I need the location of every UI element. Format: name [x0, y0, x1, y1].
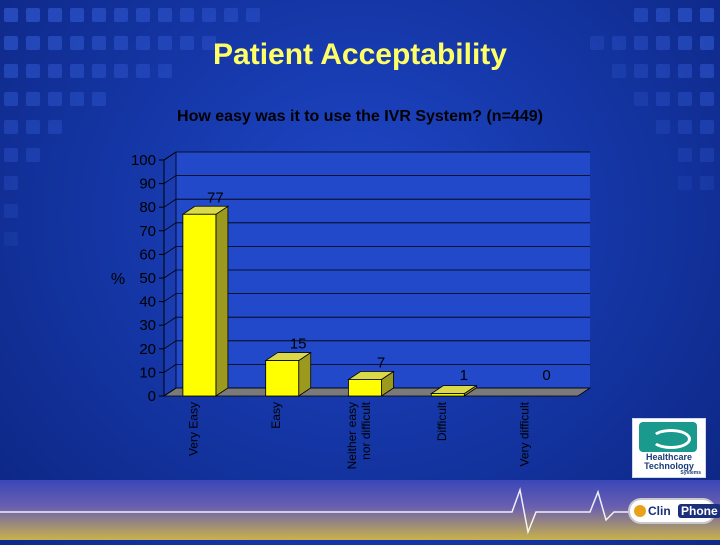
y-axis-label: %	[111, 271, 125, 288]
bar-side	[215, 205, 229, 397]
gridline	[163, 222, 590, 232]
slide-title: Patient Acceptability	[213, 38, 507, 71]
data-label: 7	[377, 354, 385, 371]
data-label: 0	[542, 367, 550, 384]
data-label: 15	[290, 336, 307, 353]
y-tick-label: 80	[139, 199, 156, 216]
healthcare-logo-mark-icon	[639, 422, 697, 452]
data-label: 77	[207, 189, 224, 206]
y-tick-label: 90	[139, 176, 156, 193]
x-tick-label: nor difficult	[359, 401, 373, 459]
y-tick-label: 30	[139, 317, 156, 334]
clinphone-dot-icon	[634, 505, 646, 517]
data-label: 1	[460, 367, 468, 384]
x-tick-label: Very difficult	[518, 401, 532, 466]
chart-subtitle: How easy was it to use the IVR System? (…	[177, 108, 543, 125]
gridline	[163, 340, 590, 350]
x-tick-label: Difficult	[435, 401, 449, 441]
clinphone-logo: Clin Phone	[628, 498, 720, 524]
healthcare-logo-line1: Healthcare	[645, 452, 693, 462]
clinphone-logo-text-a: Clin	[648, 504, 671, 518]
gridline	[163, 175, 590, 184]
y-tick-label: 50	[139, 270, 156, 287]
gridline	[163, 198, 590, 208]
bar	[182, 213, 217, 397]
healthcare-technology-logo: Healthcare Technology Systems	[632, 418, 706, 478]
bar	[348, 379, 382, 397]
bottom-decorative-strip	[0, 480, 720, 540]
y-tick-label: 10	[139, 364, 156, 381]
healthcare-logo-line3: Systems	[680, 470, 701, 476]
gridline	[163, 363, 590, 373]
gridline	[163, 269, 590, 279]
y-tick-label: 0	[148, 388, 156, 405]
clinphone-logo-text-b: Phone	[678, 504, 720, 518]
gridline	[163, 151, 590, 161]
y-tick-label: 40	[139, 294, 156, 311]
gridline	[163, 316, 590, 326]
bar	[265, 360, 300, 397]
heartbeat-line	[0, 487, 720, 535]
y-tick-label: 20	[139, 341, 156, 358]
x-tick-label: Easy	[269, 402, 283, 429]
healthcare-logo-line2: Technology	[644, 461, 694, 471]
y-tick-label: 70	[139, 223, 156, 240]
x-tick-label: Very Easy	[186, 402, 200, 456]
x-tick-label: Neither easy	[345, 402, 359, 469]
gridline	[163, 245, 590, 255]
y-tick-label: 100	[131, 152, 156, 169]
gridline	[163, 293, 590, 302]
y-tick-label: 60	[139, 246, 156, 263]
bar	[430, 393, 465, 397]
